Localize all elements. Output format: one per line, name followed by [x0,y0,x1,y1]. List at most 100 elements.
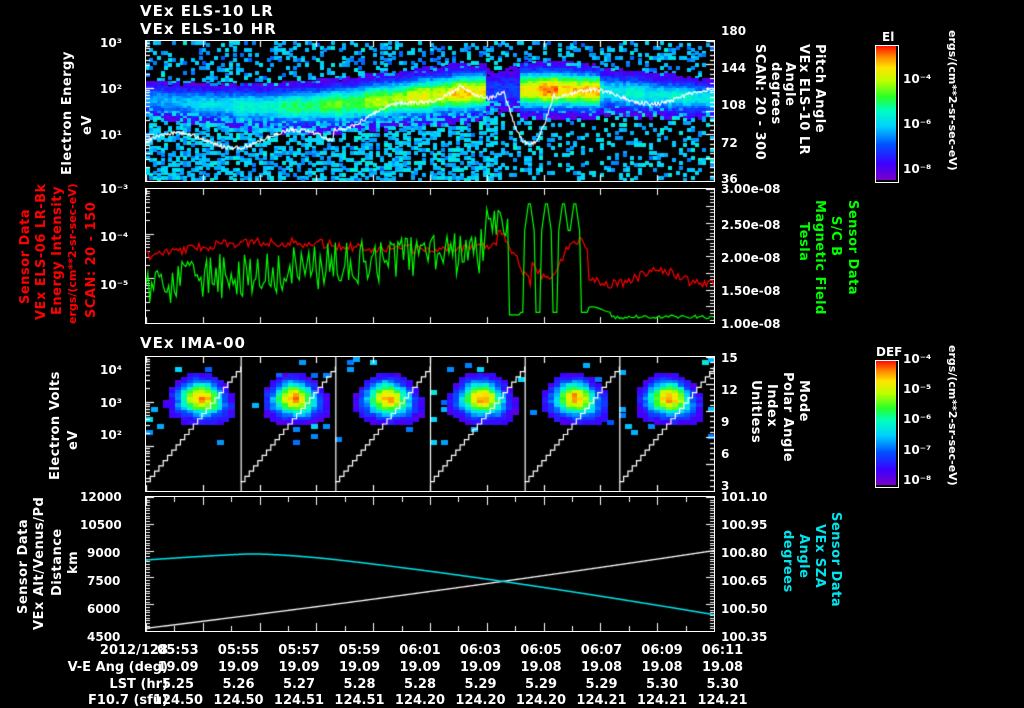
panel2-right-label-sensor: Sensor Data [845,200,860,296]
panel2-rtick-4: 1.50e-08 [721,284,781,298]
panel1-left-axis-unit: eV [80,115,95,135]
panel2-rtick-5: 1.00e-08 [721,317,781,331]
time-table-cell: 06:09 [641,643,683,658]
panel1-right-label-sensor: VEx ELS-10 LR [796,44,811,156]
time-table-cell: 19.08 [641,660,683,675]
panel3-left-axis-unit: eV [66,430,81,450]
colorbar2-tick-2: 10⁻⁵ [903,382,932,396]
time-table-cell: 19.08 [701,660,744,675]
panel2-ytick-2: 10⁻⁴ [100,230,129,244]
panel4-rtick-1: 101.10 [721,490,768,504]
panel2-right-label-quantity: Magnetic Field [812,200,827,315]
colorbar2-tick-4: 10⁻⁷ [903,443,932,457]
time-table-cell: 124.20 [515,693,567,708]
panel2-left-label-quantity: Energy Intensity [50,186,65,315]
colorbar2-tick-3: 10⁻⁶ [903,412,932,426]
time-table-cell: 124.21 [636,693,688,708]
panel2-left-label-units: ergs/(cm**2-sr-sec-eV) [66,183,79,324]
time-table-cell: 5.27 [282,677,316,692]
panel1-ytick-3: 10³ [100,36,122,50]
panel4-left-label-instrument: VEx Alt/Venus/Pd [32,496,47,630]
panel4-ytick-12000: 12000 [80,490,122,504]
panel4-right-label-quantity: Angle [796,534,811,579]
panel3-ytick-2: 10² [100,428,122,442]
panel2-left-label-instrument: VEx ELS-06 LR-Bk [34,183,49,320]
time-table-cell: 05:55 [217,643,260,658]
time-table-cell: 5.29 [524,677,558,692]
colorbar1-tick-2: 10⁻⁶ [903,117,932,131]
time-table-cell: 05:53 [157,643,199,658]
panel3-right-label-polar: Polar Angle [780,372,795,463]
panel2-left-label-scan: SCAN: 20 - 150 [84,201,99,318]
time-table-row-label: LST (hr) [109,677,168,692]
panel4-rtick-2: 100.95 [721,518,768,532]
colorbar2-units: ergs/(cm**2-sr-sec-eV) [946,345,959,486]
panel4-ytick-10500: 10500 [80,518,122,532]
colorbar2-tick-1: 10⁻⁴ [903,352,932,366]
time-table-cell: 124.51 [334,693,385,708]
panel2-right-label-units: Tesla [796,222,811,262]
panel2-rtick-1: 3.00e-08 [721,182,781,196]
panel1-rtick-36: 36 [721,172,738,186]
time-table-cell: 19.09 [399,660,441,675]
time-table-cell: 19.09 [278,660,320,675]
panel4-rtick-4: 100.65 [721,574,768,588]
panel1-title-lr: VEx ELS-10 LR [140,2,274,20]
panel3-rtick-9: 9 [721,415,730,429]
time-table-cell: 5.29 [585,677,618,692]
time-table-row-label: 2012/128 [99,643,168,658]
panel3-ytick-4: 10⁴ [100,363,122,377]
panel1-rtick-144: 144 [721,61,747,75]
panel1-right-label-scan: SCAN: 20 - 300 [752,44,767,161]
panel1-rtick-180: 180 [721,24,747,38]
panel2-left-label-sensor: Sensor Data [18,208,33,304]
panel3-rtick-6: 6 [721,447,730,461]
panel3-right-label-mode: Mode [796,380,811,422]
panel3-rtick-12: 12 [721,383,738,397]
panel1-left-axis-label: Electron Energy [60,51,75,175]
panel4-left-label-sensor: Sensor Data [16,518,31,614]
panel1-right-label-angle: Angle [782,62,797,107]
time-table-cell: 5.25 [161,677,195,692]
time-table-cell: 5.26 [222,677,255,692]
time-table-cell: 5.30 [645,677,679,692]
panel3-right-label-index: Index [764,384,779,428]
panel2-ytick-1: 10⁻³ [100,182,129,196]
panel1-plot-area[interactable] [145,40,715,182]
panel4-left-label-quantity: Distance [50,528,65,596]
colorbar1-units: ergs/(cm**2-sr-sec-eV) [946,30,959,171]
panel2-rtick-3: 2.00e-08 [721,251,781,265]
panel3-right-label-unitless: Unitless [748,380,763,444]
time-table-cell: 124.21 [697,693,748,708]
panel4-right-label-sensor: Sensor Data [828,512,843,608]
panel4-left-label-units: km [66,550,81,574]
time-table-cell: 06:03 [459,643,502,658]
colorbar2-title: DEF [876,345,903,359]
panel3-rtick-3: 3 [721,479,730,493]
panel4-ytick-9000: 9000 [87,546,121,560]
time-table-cell: 5.30 [706,677,739,692]
time-table-cell: 124.50 [152,693,204,708]
time-table-cell: 06:05 [520,643,562,658]
panel3-title: VEx IMA-00 [140,334,246,352]
colorbar1-scale [875,45,899,183]
time-table-cell: 5.29 [464,677,497,692]
panel2-rtick-2: 2.50e-08 [721,218,781,232]
panel1-rtick-108: 108 [721,98,747,112]
panel3-left-axis-label: Electron Volts [48,371,63,480]
panel4-rtick-5: 100.50 [721,602,768,616]
panel1-right-label-pitch: Pitch Angle [812,44,827,134]
panel3-plot-area[interactable] [145,356,715,492]
time-table-cell: 124.20 [455,693,506,708]
panel4-ytick-6000: 6000 [87,602,121,616]
colorbar1-title: El [882,30,895,44]
panel1-ytick-2: 10² [100,82,122,96]
time-table-cell: 124.20 [394,693,446,708]
time-table-cell: 19.08 [580,660,623,675]
panel4-plot-area[interactable] [145,496,715,632]
time-table-cell: 124.21 [576,693,627,708]
panel2-plot-area[interactable] [145,188,715,324]
panel3-rtick-15: 15 [721,351,738,365]
time-table-row-label: F10.7 (sfu) [87,693,168,708]
